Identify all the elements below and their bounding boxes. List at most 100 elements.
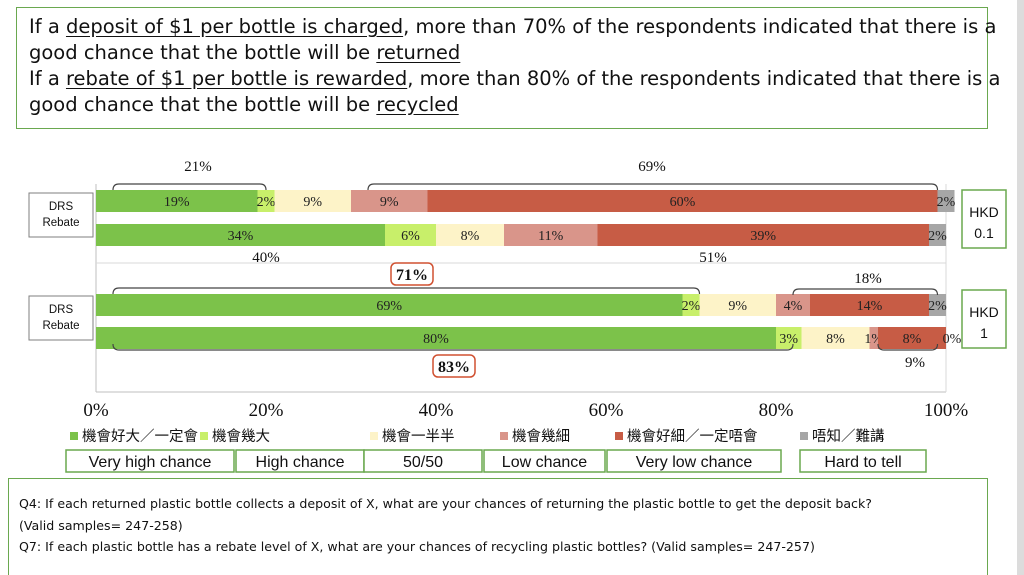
headline-text: If a [29, 67, 66, 90]
level-label: 0.1 [974, 225, 994, 241]
bar-value-label: 34% [228, 229, 254, 244]
bar-value-label: 9% [380, 195, 399, 210]
bar-segment [878, 327, 946, 349]
annotation-label: 51% [699, 250, 727, 266]
x-tick-label: 80% [759, 400, 794, 421]
callout-box [432, 354, 476, 378]
row-label: Rebate [42, 320, 79, 332]
level-label: 1 [980, 325, 988, 341]
bar-value-label: 11% [538, 229, 563, 244]
annotation-bracket [112, 287, 701, 295]
bar-value-label: 8% [903, 332, 922, 347]
annotation-label: 69% [638, 159, 666, 175]
legend-english-box [483, 449, 606, 473]
legend-label: 機會幾細 [512, 428, 570, 445]
annotation-label: 9% [905, 355, 925, 371]
bar-segment [96, 190, 258, 212]
x-tick-label: 0% [83, 400, 109, 421]
bar-segment [682, 294, 700, 316]
bar-segment [776, 294, 810, 316]
slide-edge [1017, 0, 1024, 575]
bar-segment [929, 224, 946, 246]
bar-segment [869, 327, 878, 349]
headline-line-4: good chance that the bottle will be recy… [29, 92, 977, 118]
legend-english-label: Hard to tell [824, 454, 901, 471]
annotation-label: 21% [184, 159, 212, 175]
bar-segment [929, 294, 946, 316]
legend-english-label: Very low chance [636, 454, 753, 471]
legend-label: 機會幾大 [212, 428, 270, 445]
bar-value-label: 19% [164, 195, 190, 210]
row-label-box [28, 295, 94, 341]
bar-segment [801, 327, 870, 349]
bar-segment [96, 224, 385, 246]
footer-q4-samples: (Valid samples= 247-258) [19, 517, 183, 533]
legend-english-label: High chance [256, 454, 345, 471]
headline-line-2: good chance that the bottle will be retu… [29, 40, 977, 66]
legend-label: 機會一半半 [382, 428, 455, 445]
bar-value-label: 2% [928, 229, 947, 244]
headline-underlined-text: recycled [376, 93, 459, 116]
headline-text: good chance that the bottle will be [29, 93, 377, 116]
x-tick-label: 20% [249, 400, 284, 421]
headline-line-1: If a deposit of $1 per bottle is charged… [29, 14, 996, 40]
bar-value-label: 2% [937, 195, 956, 210]
legend-english-label: Low chance [502, 454, 587, 471]
footer-notes: Q4: If each returned plastic bottle coll… [8, 478, 988, 575]
headline-underlined-text: rebate of $1 per bottle is rewarded [65, 67, 408, 90]
bar-value-label: 69% [376, 299, 402, 314]
bar-segment [385, 224, 436, 246]
bar-value-label: 0% [943, 332, 962, 347]
x-tick-label: 40% [419, 400, 454, 421]
headline-underlined-text: returned [376, 41, 461, 64]
bar-value-label: 9% [303, 195, 322, 210]
legend-english-box [65, 449, 235, 473]
bar-value-label: 2% [257, 195, 276, 210]
row-label: DRS [49, 201, 74, 213]
annotation-bracket [877, 343, 939, 351]
bar-value-label: 3% [779, 332, 798, 347]
level-box [961, 289, 1007, 349]
bar-segment [274, 190, 351, 212]
x-tick-label: 100% [924, 400, 969, 421]
annotation-bracket [112, 183, 267, 191]
bar-segment [776, 327, 802, 349]
row-label: Rebate [42, 217, 79, 229]
bar-value-label: 14% [857, 299, 883, 314]
annotation-bracket [792, 288, 939, 296]
row-label-box [28, 192, 94, 238]
footer-q7: Q7: If each plastic bottle has a rebate … [19, 539, 815, 554]
footer-q4: Q4: If each returned plastic bottle coll… [19, 496, 872, 511]
bar-segment [96, 327, 776, 349]
headline-text: If a [29, 15, 66, 38]
legend-swatch [500, 432, 508, 440]
bar-segment [257, 190, 275, 212]
bar-value-label: 80% [423, 332, 449, 347]
bar-segment [504, 224, 598, 246]
bar-segment [937, 190, 955, 212]
level-label: HKD [969, 204, 999, 220]
headline-line-3: If a rebate of $1 per bottle is rewarded… [29, 66, 1001, 92]
legend-english-label: Very high chance [89, 454, 212, 471]
bar-segment [436, 224, 504, 246]
headline-text: , more than 80% of the respondents indic… [407, 67, 1001, 90]
legend-english-box [606, 449, 782, 473]
bar-value-label: 2% [928, 299, 947, 314]
bar-segment [597, 224, 929, 246]
x-tick-label: 60% [589, 400, 624, 421]
legend-label: 機會好細／一定唔會 [627, 428, 758, 445]
bar-value-label: 39% [750, 229, 776, 244]
bar-segment [351, 190, 428, 212]
bar-value-label: 9% [728, 299, 747, 314]
legend-label: 機會好大／一定會 [82, 428, 198, 445]
annotation-bracket [112, 343, 794, 351]
headline-box: If a deposit of $1 per bottle is charged… [16, 7, 1001, 129]
legend-swatch [615, 432, 623, 440]
headline-underlined-text: deposit of $1 per bottle is charged [65, 15, 404, 38]
legend-english-label: 50/50 [403, 454, 443, 471]
annotation-bracket [367, 183, 939, 191]
legend-english-box [799, 449, 927, 473]
bar-value-label: 4% [784, 299, 803, 314]
bar-segment [427, 190, 938, 212]
